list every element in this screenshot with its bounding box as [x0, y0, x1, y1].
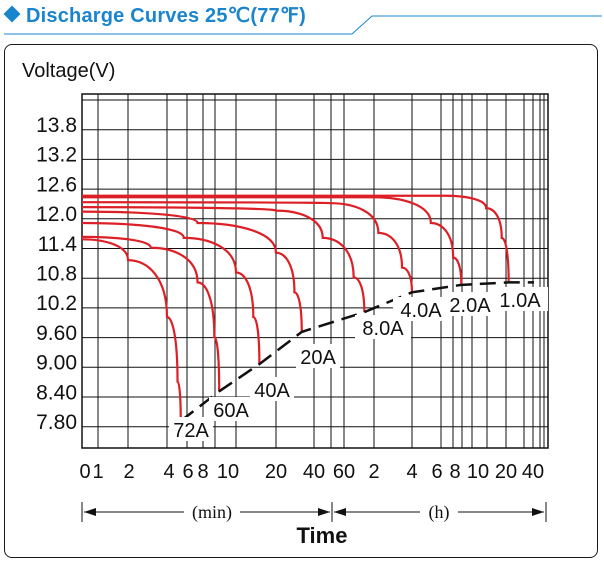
y-tick-label: 10.8 [36, 263, 77, 286]
series-label-bg [393, 297, 449, 321]
chart-panel [4, 44, 598, 558]
x-tick-label: 10 [467, 461, 489, 483]
discharge-curve-60A [81, 235, 221, 392]
cutoff-voltage-curve [179, 281, 535, 422]
series-label: 20A [300, 347, 336, 369]
discharge-curve-40A [81, 221, 261, 365]
series-label: 1.0A [499, 290, 541, 312]
y-tick-label: 10.2 [36, 292, 77, 315]
series-label-bg [169, 417, 213, 441]
x-tick-label: 20 [495, 461, 517, 483]
x-axis-label: Time [297, 523, 348, 548]
header-underline [4, 15, 602, 35]
y-tick-label: 9.00 [36, 352, 77, 375]
x-tick-label: 2 [368, 461, 379, 483]
x-tick-label: 0 [79, 461, 90, 483]
discharge-curve-1-0A [81, 194, 510, 283]
series-label: 60A [213, 400, 249, 422]
x-tick-label: 40 [522, 461, 544, 483]
arrow-right-icon [318, 508, 330, 516]
x-tick-label: 6 [182, 461, 193, 483]
discharge-curve-2-0A [81, 196, 463, 285]
arrow-left-icon [334, 508, 346, 516]
series-label: 40A [254, 380, 290, 402]
series-label-bg [492, 287, 548, 311]
discharge-curve-20A [81, 210, 303, 332]
y-tick-label: 12.6 [36, 173, 77, 196]
x-tick-label: 2 [123, 461, 134, 483]
chart-title: Discharge Curves 25℃(77℉) [26, 5, 306, 27]
y-tick-label: 13.2 [36, 144, 77, 167]
series-label: 8.0A [362, 318, 404, 340]
x-tick-label: 60 [333, 461, 355, 483]
discharge-curve-4-0A [81, 201, 414, 293]
series-label: 2.0A [449, 295, 491, 317]
y-tick-label: 9.60 [36, 322, 77, 345]
series-label: 4.0A [400, 300, 442, 322]
series-label-bg [250, 377, 294, 401]
y-tick-label: 11.4 [38, 233, 78, 256]
y-tick-label: 13.8 [36, 114, 77, 137]
y-axis-label: Voltage(V) [22, 60, 116, 82]
series-label: 72A [173, 420, 209, 442]
arrow-left-icon [84, 508, 96, 516]
x-tick-label: 6 [431, 461, 442, 483]
discharge-curve-8-0A [81, 206, 366, 313]
unit-label-min: (min) [192, 502, 232, 523]
discharge-curve-72A [81, 238, 182, 422]
x-tick-label: 1 [92, 461, 103, 483]
arrow-right-icon [532, 508, 544, 516]
x-tick-label: 4 [163, 461, 174, 483]
plot-frame [81, 93, 549, 449]
x-tick-label: 20 [265, 461, 287, 483]
y-tick-label: 8.40 [36, 381, 77, 404]
series-label-bg [209, 397, 253, 421]
y-tick-label: 12.0 [36, 203, 77, 226]
x-tick-label: 4 [406, 461, 417, 483]
series-label-bg [442, 292, 498, 316]
x-tick-label: 8 [449, 461, 460, 483]
y-tick-label: 7.80 [36, 411, 77, 434]
x-tick-label: 10 [217, 461, 239, 483]
series-label-bg [296, 344, 340, 368]
x-tick-label: 8 [197, 461, 208, 483]
unit-label-h: (h) [429, 502, 450, 523]
header: Discharge Curves 25℃(77℉) [0, 0, 604, 36]
x-tick-label: 40 [303, 461, 325, 483]
